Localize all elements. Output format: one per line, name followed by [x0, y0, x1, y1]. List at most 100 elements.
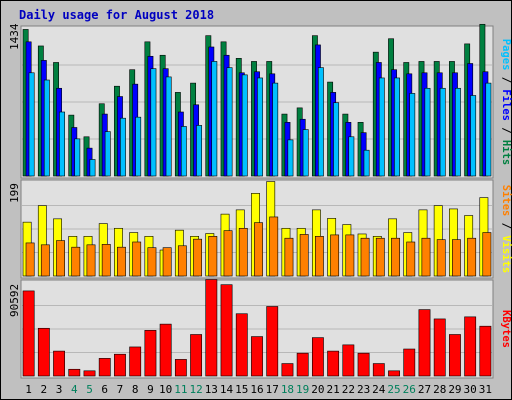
bar-pages-day-28	[439, 87, 446, 177]
bar-kbytes-day-1	[22, 290, 35, 377]
legend-part-0-4: Hits	[500, 140, 512, 165]
bar-kbytes-day-24	[372, 363, 385, 377]
bar-pages-day-10	[165, 76, 172, 177]
bar-kbytes-day-26	[403, 348, 416, 377]
bar-kbytes-day-23	[357, 352, 370, 377]
bar-sites-day-3	[56, 240, 65, 277]
bar-sites-day-2	[40, 244, 50, 277]
bar-sites-day-5	[86, 244, 96, 277]
bar-kbytes-day-3	[53, 350, 65, 377]
bar-sites-day-30	[467, 237, 477, 277]
legend-hits-files-pages: Pages / Files / Hits	[500, 39, 512, 165]
day-label-27: 27	[418, 383, 431, 396]
bar-kbytes-day-9	[144, 330, 157, 377]
bar-sites-day-15	[238, 227, 248, 277]
bar-pages-day-18	[287, 139, 294, 177]
bar-kbytes-day-10	[159, 323, 172, 377]
day-label-10: 10	[159, 383, 172, 396]
bar-sites-day-7	[117, 246, 126, 277]
bar-sites-day-23	[360, 237, 370, 277]
bar-pages-day-12	[196, 125, 203, 177]
bar-kbytes-day-2	[37, 327, 50, 377]
bar-kbytes-day-21	[327, 350, 340, 377]
day-label-12: 12	[189, 383, 202, 396]
bar-pages-day-4	[74, 138, 81, 177]
day-label-9: 9	[147, 383, 154, 396]
bar-pages-day-13	[211, 61, 218, 177]
day-label-24: 24	[372, 383, 386, 396]
bar-sites-day-4	[71, 246, 81, 277]
day-label-4: 4	[71, 383, 78, 396]
day-label-17: 17	[266, 383, 279, 396]
bar-pages-day-19	[302, 129, 309, 177]
bar-pages-day-11	[180, 126, 187, 177]
bar-pages-day-5	[89, 159, 96, 177]
day-label-28: 28	[433, 383, 446, 396]
bar-sites-day-11	[177, 245, 187, 277]
day-label-11: 11	[174, 383, 187, 396]
bar-kbytes-day-30	[464, 316, 477, 377]
bar-kbytes-day-29	[449, 334, 461, 377]
day-label-30: 30	[464, 383, 477, 396]
ymax-label-hits: 1434	[8, 23, 21, 50]
bar-sites-day-27	[421, 237, 431, 277]
day-label-26: 26	[403, 383, 416, 396]
day-label-25: 25	[387, 383, 400, 396]
legend-kbytes: KBytes	[500, 310, 512, 348]
legend-part-1-2: Visits	[500, 235, 512, 273]
bar-pages-day-22	[348, 136, 355, 177]
bar-sites-day-13	[208, 236, 218, 277]
bar-pages-day-14	[226, 67, 233, 177]
day-label-6: 6	[101, 383, 108, 396]
bar-pages-day-23	[363, 149, 370, 177]
bar-pages-day-2	[43, 79, 50, 177]
chart-title: Daily usage for August 2018	[19, 8, 214, 22]
bar-sites-day-24	[375, 237, 385, 277]
bar-sites-day-12	[193, 238, 203, 277]
bar-sites-day-29	[452, 239, 461, 277]
bar-pages-day-1	[28, 72, 35, 177]
bars-kbytes	[22, 279, 492, 377]
bar-sites-day-18	[284, 237, 294, 277]
bar-kbytes-day-18	[281, 363, 294, 377]
bar-sites-day-10	[162, 247, 172, 277]
day-label-14: 14	[220, 383, 234, 396]
bar-pages-day-29	[455, 87, 461, 177]
bar-kbytes-day-28	[433, 318, 446, 377]
bar-kbytes-day-7	[114, 353, 126, 377]
bar-kbytes-day-16	[251, 336, 263, 377]
day-label-16: 16	[250, 383, 263, 396]
bar-sites-day-26	[406, 241, 416, 277]
panel-kbytes: 90592 KBytes	[8, 279, 512, 379]
bars-visits-sites	[22, 181, 492, 277]
bar-sites-day-8	[132, 241, 142, 277]
x-axis-day-labels: 1 2 3 4 5 6 7 8 9 10 11 12 13 14 15 16 17 18 19 20 21 22 23 24 2…	[25, 383, 492, 396]
bar-kbytes-day-31	[479, 325, 492, 377]
bar-sites-day-31	[482, 232, 492, 277]
bar-pages-day-21	[333, 102, 340, 177]
bar-pages-day-24	[378, 77, 385, 177]
legend-part-0-2: Files	[500, 89, 512, 121]
legend-part-1-0: Sites	[500, 185, 512, 217]
bar-kbytes-day-15	[235, 313, 248, 377]
legend-visits-sites: Sites / Visits	[500, 185, 512, 274]
bar-pages-day-6	[104, 131, 111, 177]
bar-kbytes-day-17	[266, 306, 279, 377]
bar-pages-day-8	[135, 116, 142, 177]
bar-kbytes-day-25	[388, 370, 400, 377]
bar-pages-day-17	[272, 82, 279, 177]
day-label-15: 15	[235, 383, 248, 396]
bar-kbytes-day-27	[418, 309, 431, 377]
bar-pages-day-31	[485, 82, 492, 177]
day-label-13: 13	[205, 383, 218, 396]
panel-visits-sites: 199 Sites / Visits	[8, 179, 512, 279]
bar-pages-day-30	[470, 95, 477, 177]
day-label-20: 20	[311, 383, 324, 396]
bar-kbytes-day-11	[174, 359, 187, 377]
bar-pages-day-7	[120, 117, 126, 177]
bar-sites-day-20	[314, 236, 324, 277]
ymax-label-visits: 199	[8, 183, 21, 203]
bar-pages-day-27	[424, 87, 431, 177]
day-label-5: 5	[86, 383, 93, 396]
